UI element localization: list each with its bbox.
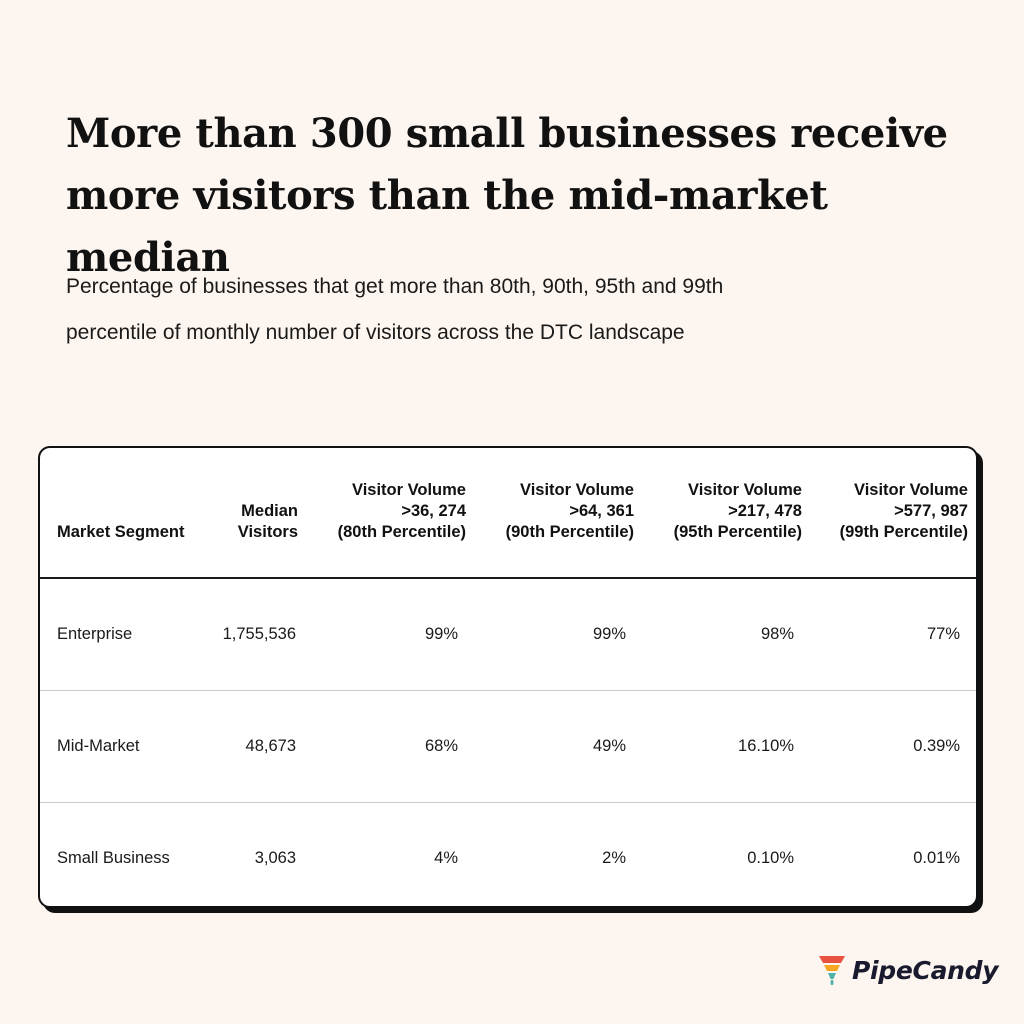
cell-90th: 2%	[602, 848, 626, 867]
cell-median: 48,673	[212, 690, 306, 803]
header-median-visitors: Median Visitors	[212, 448, 306, 579]
cell-median: 1,755,536	[212, 578, 306, 691]
cell-80th: 99%	[306, 578, 474, 691]
table-row-enterprise: Enterprise 1,755,536 99% 99% 98% 77%	[40, 578, 976, 691]
data-table-card: Market Segment Median Visitors Visitor V…	[38, 446, 978, 908]
table-row-small-business: Small Business 3,063 4% 2% 0.10% 0.01%	[40, 802, 976, 906]
headline-line-2: more visitors than the mid-market median	[66, 172, 828, 281]
table-row-mid-market: Mid-Market 48,673 68% 49% 16.10% 0.39%	[40, 690, 976, 803]
subtitle: Percentage of businesses that get more t…	[66, 264, 946, 356]
headline-line-1: More than 300 small businesses receive	[66, 110, 948, 157]
cell-median: 3,063	[254, 848, 296, 867]
cell-95th: 16.10%	[642, 690, 810, 803]
header-market-segment: Market Segment	[40, 448, 212, 579]
cell-95th: 0.10%	[747, 848, 794, 867]
subtitle-line-1: Percentage of businesses that get more t…	[66, 275, 724, 298]
table-header-row: Market Segment Median Visitors Visitor V…	[40, 448, 976, 579]
header-90th-percentile: Visitor Volume >64, 361 (90th Percentile…	[474, 448, 642, 579]
cell-segment: Mid-Market	[40, 690, 212, 803]
cell-95th: 98%	[642, 578, 810, 691]
cell-80th: 4%	[434, 848, 458, 867]
logo-text: PipeCandy	[852, 955, 999, 985]
cell-90th: 99%	[474, 578, 642, 691]
cell-99th: 0.39%	[810, 690, 976, 803]
header-80th-percentile: Visitor Volume >36, 274 (80th Percentile…	[306, 448, 474, 579]
pipecandy-logo: PipeCandy	[818, 952, 999, 988]
cell-99th: 0.01%	[913, 848, 960, 867]
headline: More than 300 small businesses receive m…	[66, 103, 986, 289]
cell-99th: 77%	[810, 578, 976, 691]
cell-segment: Enterprise	[40, 578, 212, 691]
header-95th-percentile: Visitor Volume >217, 478 (95th Percentil…	[642, 448, 810, 579]
header-99th-percentile: Visitor Volume >577, 987 (99th Percentil…	[810, 448, 976, 579]
funnel-icon	[819, 956, 845, 985]
subtitle-line-2: percentile of monthly number of visitors…	[66, 321, 685, 344]
visitor-percentile-table: Market Segment Median Visitors Visitor V…	[40, 448, 976, 906]
cell-90th: 49%	[474, 690, 642, 803]
cell-segment: Small Business	[57, 848, 170, 867]
cell-80th: 68%	[306, 690, 474, 803]
